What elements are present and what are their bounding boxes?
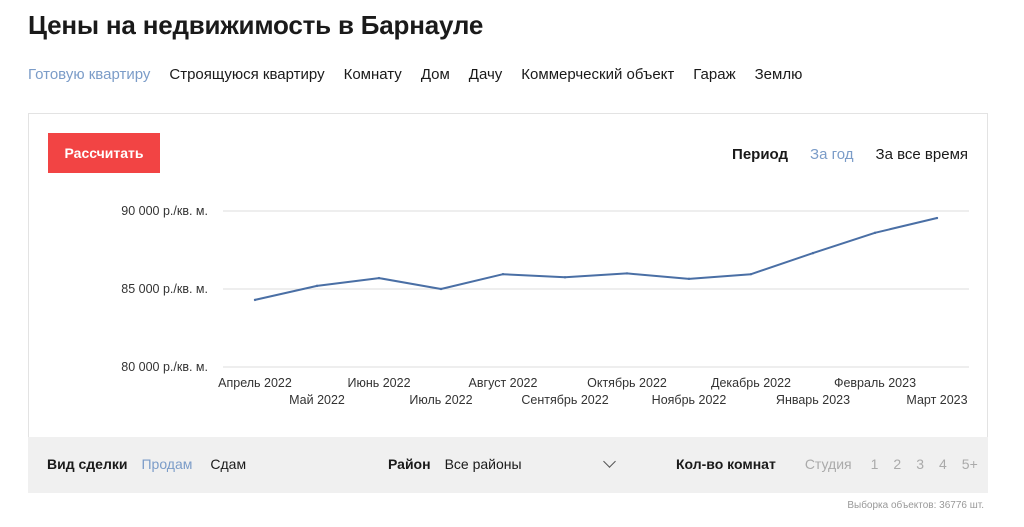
period-label: Период bbox=[732, 146, 789, 163]
period-selector: Период За год За все время bbox=[732, 146, 968, 163]
district-filter: Район Все районы bbox=[388, 455, 616, 472]
x-tick-label: Декабрь 2022 bbox=[711, 376, 791, 390]
deal-option-rent[interactable]: Сдам bbox=[210, 456, 247, 472]
data-point bbox=[253, 298, 257, 302]
chevron-down-icon bbox=[602, 455, 616, 468]
tab-new-building[interactable]: Строящуюся квартиру bbox=[169, 66, 325, 83]
tab-ready-apartment[interactable]: Готовую квартиру bbox=[28, 66, 151, 83]
data-point bbox=[873, 231, 877, 235]
x-tick-label: Май 2022 bbox=[289, 393, 345, 407]
y-tick-label: 90 000 р./кв. м. bbox=[121, 204, 208, 218]
period-option-year[interactable]: За год bbox=[810, 146, 854, 163]
x-tick-label: Март 2023 bbox=[906, 393, 967, 407]
tab-garage[interactable]: Гараж bbox=[693, 66, 736, 83]
filters-bar: Вид сделки Продам Сдам Район Все районы … bbox=[28, 437, 988, 493]
data-point bbox=[811, 251, 815, 255]
rooms-option-1[interactable]: 1 bbox=[870, 456, 879, 472]
x-tick-label: Январь 2023 bbox=[776, 393, 850, 407]
rooms-option-5plus[interactable]: 5+ bbox=[961, 456, 978, 472]
x-tick-label: Октябрь 2022 bbox=[587, 376, 667, 390]
data-point bbox=[377, 276, 381, 280]
deal-type-filter: Вид сделки Продам Сдам bbox=[47, 456, 264, 472]
sample-size-note: Выборка объектов: 36776 шт. bbox=[847, 500, 984, 511]
district-value: Все районы bbox=[444, 456, 522, 472]
tab-house[interactable]: Дом bbox=[420, 66, 450, 83]
y-tick-label: 80 000 р./кв. м. bbox=[121, 360, 208, 374]
data-point bbox=[687, 277, 691, 281]
district-select[interactable]: Все районы bbox=[444, 455, 616, 472]
tab-land[interactable]: Землю bbox=[754, 66, 803, 83]
data-point bbox=[625, 272, 629, 275]
rooms-label: Кол-во комнат bbox=[676, 456, 776, 472]
rooms-option-3[interactable]: 3 bbox=[916, 456, 924, 472]
calculate-button[interactable]: Рассчитать bbox=[48, 133, 160, 173]
price-line-chart: 90 000 р./кв. м. 85 000 р./кв. м. 80 000 р… bbox=[121, 204, 969, 407]
tab-dacha[interactable]: Дачу bbox=[468, 66, 503, 83]
data-point bbox=[439, 287, 443, 291]
deal-type-label: Вид сделки bbox=[47, 456, 128, 472]
data-point bbox=[315, 284, 319, 288]
period-option-all-time[interactable]: За все время bbox=[875, 146, 968, 163]
deal-option-sell[interactable]: Продам bbox=[141, 456, 193, 472]
rooms-option-4[interactable]: 4 bbox=[939, 456, 947, 472]
series-line bbox=[254, 217, 938, 301]
property-type-tabs: Готовую квартиру Строящуюся квартиру Ком… bbox=[28, 66, 821, 83]
data-point bbox=[935, 216, 939, 220]
rooms-option-studio[interactable]: Студия bbox=[804, 456, 852, 472]
data-point bbox=[749, 272, 753, 276]
x-tick-label: Июнь 2022 bbox=[347, 376, 410, 390]
chart-card: Рассчитать Период За год За все время 90… bbox=[28, 113, 988, 493]
rooms-option-2[interactable]: 2 bbox=[893, 456, 902, 472]
x-tick-label: Июль 2022 bbox=[409, 393, 472, 407]
y-tick-label: 85 000 р./кв. м. bbox=[121, 282, 208, 296]
data-point bbox=[501, 272, 505, 276]
x-tick-label: Февраль 2023 bbox=[834, 376, 916, 390]
page-title: Цены на недвижимость в Барнауле bbox=[28, 10, 484, 40]
tab-commercial[interactable]: Коммерческий объект bbox=[521, 66, 675, 83]
x-tick-label: Ноябрь 2022 bbox=[652, 393, 727, 407]
x-tick-label: Апрель 2022 bbox=[218, 376, 292, 390]
district-label: Район bbox=[388, 456, 431, 472]
x-tick-label: Август 2022 bbox=[469, 376, 538, 390]
tab-room[interactable]: Комнату bbox=[343, 66, 402, 83]
rooms-filter: Кол-во комнат Студия 1 2 3 4 5+ bbox=[676, 456, 978, 472]
data-point bbox=[563, 276, 567, 279]
x-tick-label: Сентябрь 2022 bbox=[521, 393, 608, 407]
